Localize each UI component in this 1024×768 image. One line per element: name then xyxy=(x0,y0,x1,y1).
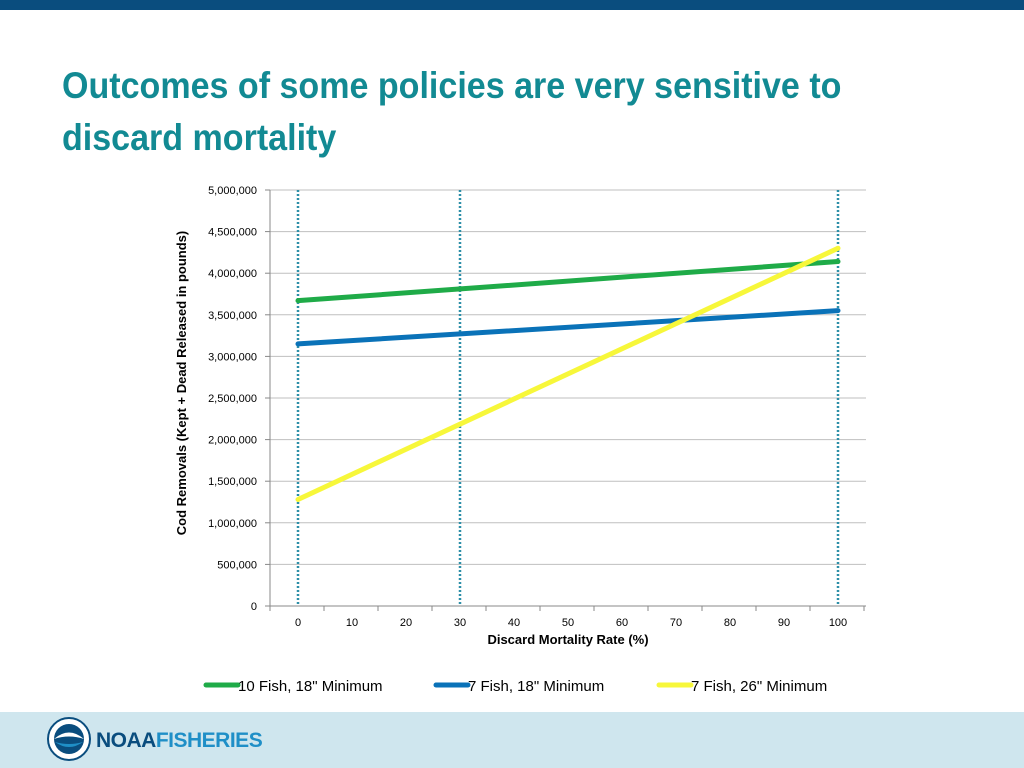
x-tick-label: 20 xyxy=(400,617,412,629)
series-line xyxy=(295,259,841,304)
y-tick-label: 4,000,000 xyxy=(208,268,257,280)
y-tick-label: 3,500,000 xyxy=(208,310,257,322)
series-line xyxy=(295,308,841,347)
tick-labels: 0 500,000 1,000,000 1,500,000 2,000,000 2,500… xyxy=(208,185,847,629)
legend-label: 7 Fish, 18" Minimum xyxy=(468,678,604,695)
y-tick-label: 1,500,000 xyxy=(208,476,257,488)
y-tick-label: 0 xyxy=(251,601,257,613)
legend-label: 10 Fish, 18" Minimum xyxy=(238,678,383,695)
x-tick-label: 40 xyxy=(508,617,520,629)
y-tick-label: 500,000 xyxy=(217,559,257,571)
y-tick-label: 4,500,000 xyxy=(208,227,257,239)
x-tick-label: 80 xyxy=(724,617,736,629)
x-axis-title: Discard Mortality Rate (%) xyxy=(487,632,648,647)
x-tick-label: 30 xyxy=(454,617,466,629)
x-tick-label: 50 xyxy=(562,617,574,629)
logo-text-fisheries: FISHERIES xyxy=(155,729,263,752)
line-chart: 0 500,000 1,000,000 1,500,000 2,000,000 2,500… xyxy=(174,185,866,695)
top-accent-bar xyxy=(0,0,1024,10)
series-line xyxy=(295,245,841,503)
slide-title: Outcomes of some policies are very sensi… xyxy=(62,65,842,158)
x-tick-label: 0 xyxy=(295,617,301,629)
noaa-fisheries-logo: NOAAFISHERIES xyxy=(96,729,263,753)
legend: 10 Fish, 18" Minimum 7 Fish, 18" Minimum 7… xyxy=(203,678,827,695)
x-tick-label: 10 xyxy=(346,617,358,629)
logo-text-noaa: NOAA xyxy=(96,729,156,752)
x-tick-label: 60 xyxy=(616,617,628,629)
y-tick-label: 3,000,000 xyxy=(208,351,257,363)
x-tick-label: 100 xyxy=(829,617,847,629)
footer-band: NOAAFISHERIES xyxy=(0,712,1024,768)
y-tick-label: 5,000,000 xyxy=(208,185,257,197)
axes xyxy=(265,189,866,611)
y-tick-label: 2,000,000 xyxy=(208,435,257,447)
y-tick-label: 2,500,000 xyxy=(208,393,257,405)
gridlines xyxy=(270,189,866,565)
y-axis-title: Cod Removals (Kept + Dead Released in po… xyxy=(174,231,189,535)
noaa-seal-icon xyxy=(47,717,91,761)
y-tick-label: 1,000,000 xyxy=(208,518,257,530)
legend-label: 7 Fish, 26" Minimum xyxy=(691,678,827,695)
x-tick-label: 70 xyxy=(670,617,682,629)
x-tick-label: 90 xyxy=(778,617,790,629)
series-lines xyxy=(295,245,841,503)
